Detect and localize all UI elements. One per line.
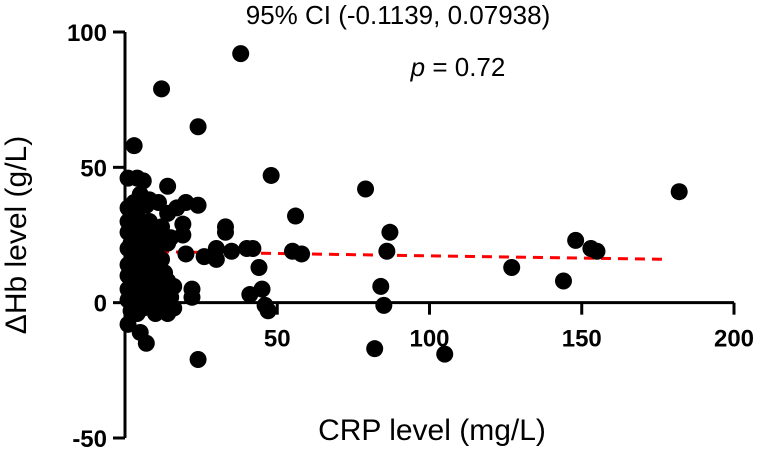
data-point (588, 242, 606, 260)
data-point (153, 80, 171, 98)
x-tick-label: 200 (714, 326, 754, 353)
data-point (378, 242, 396, 260)
data-point (381, 223, 399, 241)
data-point (189, 118, 207, 136)
data-point (183, 288, 201, 306)
x-tick-label: 50 (264, 326, 291, 353)
data-point (207, 250, 225, 268)
x-tick-label: 150 (562, 326, 602, 353)
ci-annotation: 95% CI (-0.1139, 0.07938) (246, 0, 550, 30)
data-point (165, 299, 183, 317)
data-point (503, 258, 521, 276)
data-point (357, 180, 375, 198)
data-point (134, 172, 152, 190)
data-point (159, 177, 177, 195)
y-tick-label: 0 (94, 291, 107, 318)
data-point (244, 240, 262, 258)
x-axis-label: CRP level (mg/L) (318, 414, 546, 447)
p-value: = 0.72 (425, 52, 505, 82)
y-axis-label: ΔHb level (g/L) (0, 136, 33, 334)
data-points (119, 45, 688, 369)
data-point (165, 277, 183, 295)
data-point (250, 258, 268, 276)
data-point (287, 207, 305, 225)
data-point (253, 280, 271, 298)
y-tick-label: 100 (67, 20, 107, 47)
data-point (125, 137, 143, 155)
data-point (223, 242, 241, 260)
data-point (436, 345, 454, 363)
data-point (670, 183, 688, 201)
data-point (366, 340, 384, 358)
data-point (137, 334, 155, 352)
p-value-annotation: p = 0.72 (410, 52, 506, 82)
data-point (189, 351, 207, 369)
data-point (567, 231, 585, 249)
data-point (153, 250, 171, 268)
data-point (216, 223, 234, 241)
data-point (177, 245, 195, 263)
data-point (293, 245, 311, 263)
data-point (174, 226, 192, 244)
data-point (262, 166, 280, 184)
y-ticks: 100 50 0 -50 (67, 20, 125, 452)
data-point (259, 302, 277, 320)
data-point (372, 277, 390, 295)
p-symbol: p (410, 52, 425, 82)
y-tick-label: -50 (72, 426, 107, 452)
y-tick-label: 50 (80, 155, 107, 182)
data-point (189, 196, 207, 214)
data-point (554, 272, 572, 290)
data-point (375, 296, 393, 314)
x-ticks: 50 100 150 200 (264, 302, 754, 353)
axes (123, 32, 734, 438)
data-point (232, 45, 250, 63)
